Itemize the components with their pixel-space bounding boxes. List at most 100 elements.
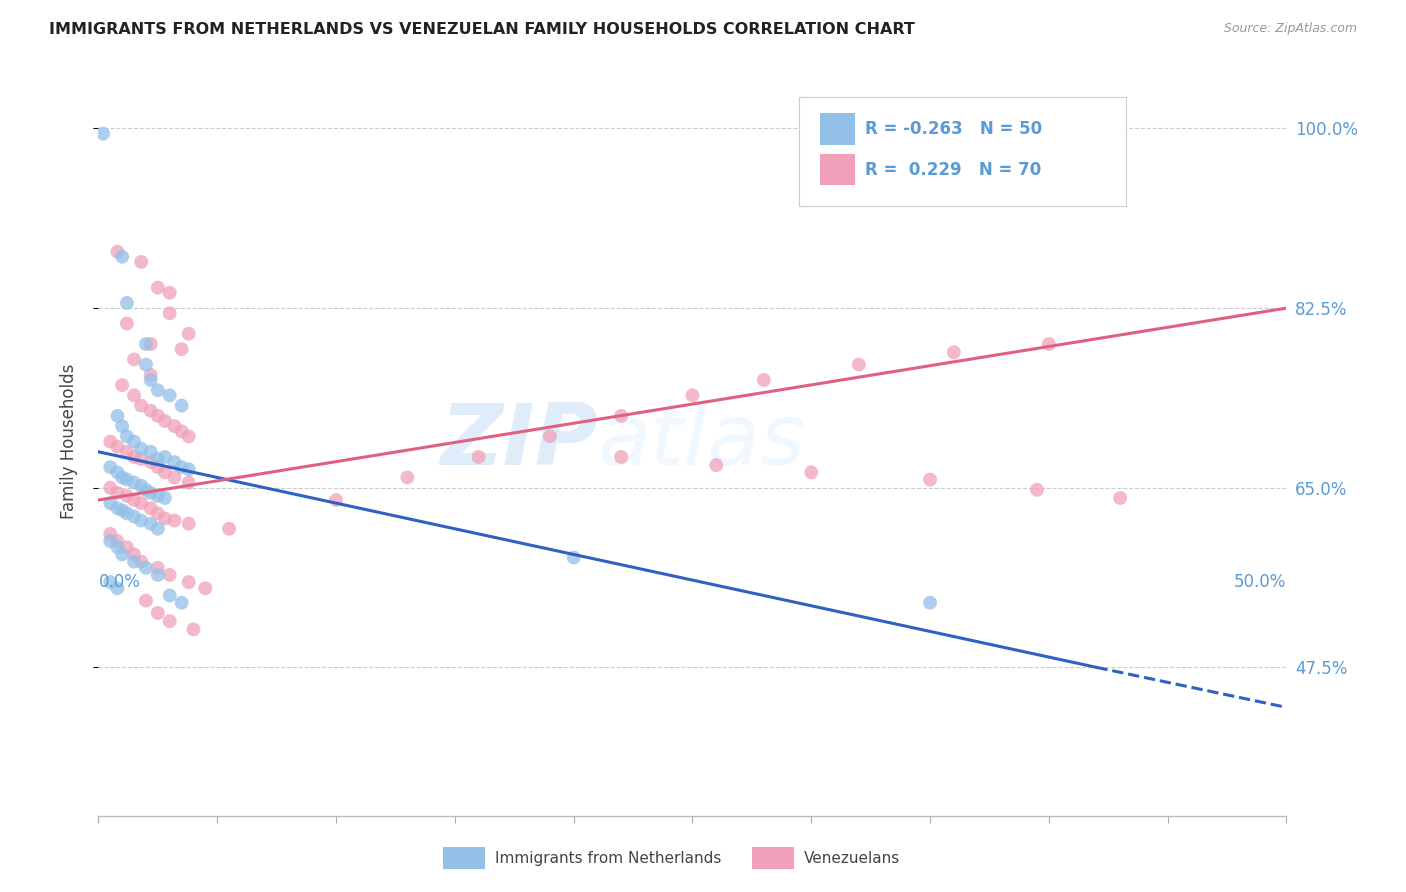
Point xyxy=(91,127,114,141)
Point xyxy=(107,501,129,516)
Point xyxy=(129,452,152,467)
Point xyxy=(562,550,585,565)
Point xyxy=(122,555,145,569)
Point xyxy=(848,358,870,372)
Point xyxy=(170,342,193,356)
FancyBboxPatch shape xyxy=(800,97,1126,205)
Point xyxy=(1109,491,1132,505)
Text: Source: ZipAtlas.com: Source: ZipAtlas.com xyxy=(1223,22,1357,36)
Point xyxy=(920,596,942,610)
Point xyxy=(111,503,134,517)
Point xyxy=(163,514,186,528)
Point xyxy=(146,280,169,294)
Point xyxy=(467,450,489,464)
Bar xyxy=(820,153,855,186)
Point xyxy=(800,466,823,480)
Point xyxy=(107,466,129,480)
Point xyxy=(98,434,121,449)
Point xyxy=(107,244,129,259)
Point xyxy=(98,575,121,590)
Point xyxy=(177,429,200,443)
Point xyxy=(129,442,152,456)
Point xyxy=(122,475,145,490)
Point xyxy=(107,440,129,454)
Text: Venezuelans: Venezuelans xyxy=(804,851,900,865)
Point xyxy=(129,255,152,269)
Point xyxy=(129,478,152,492)
Point xyxy=(139,403,162,417)
Point xyxy=(1038,337,1060,351)
Point xyxy=(115,429,138,443)
Point xyxy=(115,489,138,503)
Point xyxy=(177,475,200,490)
Point xyxy=(111,378,134,392)
Point xyxy=(159,285,181,300)
Point xyxy=(153,511,176,525)
Point xyxy=(1026,483,1049,497)
Text: Immigrants from Netherlands: Immigrants from Netherlands xyxy=(495,851,721,865)
Point xyxy=(129,399,152,413)
Point xyxy=(146,489,169,503)
Point xyxy=(146,561,169,575)
Text: IMMIGRANTS FROM NETHERLANDS VS VENEZUELAN FAMILY HOUSEHOLDS CORRELATION CHART: IMMIGRANTS FROM NETHERLANDS VS VENEZUELA… xyxy=(49,22,915,37)
Point xyxy=(98,527,121,541)
Point xyxy=(111,470,134,484)
Point xyxy=(146,452,169,467)
Point xyxy=(146,460,169,475)
Point xyxy=(98,481,121,495)
Point xyxy=(159,568,181,582)
Point xyxy=(111,250,134,264)
Point xyxy=(170,596,193,610)
Point xyxy=(153,491,176,505)
Point xyxy=(139,373,162,387)
Point xyxy=(194,582,217,596)
Point xyxy=(163,419,186,434)
Point xyxy=(98,496,121,510)
Point xyxy=(153,414,176,428)
Point xyxy=(183,623,205,637)
Point xyxy=(146,409,169,423)
Point xyxy=(170,460,193,475)
Text: ZIP: ZIP xyxy=(440,400,598,483)
Point xyxy=(146,606,169,620)
Point xyxy=(153,466,176,480)
Point xyxy=(139,486,162,500)
Point xyxy=(942,345,965,359)
Text: 50.0%: 50.0% xyxy=(1234,573,1286,591)
Point xyxy=(139,337,162,351)
Point xyxy=(177,516,200,531)
Point xyxy=(139,516,162,531)
Text: atlas: atlas xyxy=(598,400,806,483)
Y-axis label: Family Households: Family Households xyxy=(59,364,77,519)
Point xyxy=(159,614,181,628)
Point xyxy=(146,568,169,582)
Point xyxy=(218,522,240,536)
Text: R =  0.229   N = 70: R = 0.229 N = 70 xyxy=(865,161,1040,178)
Point xyxy=(115,317,138,331)
Point xyxy=(122,509,145,524)
Point xyxy=(610,409,633,423)
Point xyxy=(129,555,152,569)
Point xyxy=(107,582,129,596)
Point xyxy=(139,445,162,459)
Point xyxy=(122,434,145,449)
Point xyxy=(135,337,157,351)
Point xyxy=(135,561,157,575)
Point xyxy=(538,429,561,443)
Text: 0.0%: 0.0% xyxy=(98,573,141,591)
Point xyxy=(170,424,193,438)
Point xyxy=(129,514,152,528)
Point xyxy=(159,306,181,320)
Point xyxy=(122,352,145,367)
Point xyxy=(752,373,775,387)
Point xyxy=(115,541,138,555)
Point xyxy=(177,326,200,341)
Point xyxy=(159,589,181,603)
Point xyxy=(139,368,162,382)
Point xyxy=(122,450,145,464)
Point xyxy=(139,455,162,469)
Point xyxy=(396,470,419,484)
Point xyxy=(139,501,162,516)
Point xyxy=(107,486,129,500)
Point xyxy=(135,483,157,497)
